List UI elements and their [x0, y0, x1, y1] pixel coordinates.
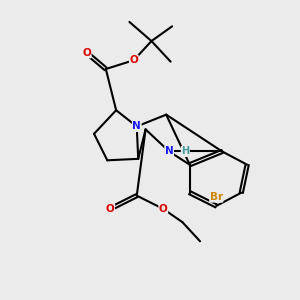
Text: O: O	[159, 204, 168, 214]
Text: Br: Br	[210, 192, 223, 202]
Text: O: O	[106, 204, 115, 214]
Text: N: N	[132, 122, 141, 131]
Text: H: H	[181, 146, 189, 157]
Text: O: O	[82, 48, 91, 58]
Text: O: O	[129, 55, 138, 65]
Text: N: N	[165, 146, 173, 157]
